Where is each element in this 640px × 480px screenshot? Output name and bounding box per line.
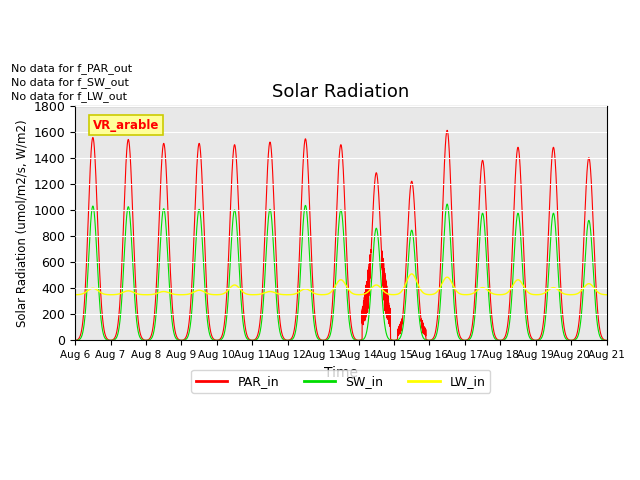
LW_in (410, 274, 418, 279)
Text: No data for f_LW_out: No data for f_LW_out (12, 91, 127, 102)
SW_in (548, 220, 556, 226)
Title: Solar Radiation: Solar Radiation (272, 83, 410, 101)
SW_in (310, 321, 318, 326)
Text: No data for f_SW_out: No data for f_SW_out (12, 77, 129, 88)
PAR_in (533, 337, 541, 343)
LW_in (603, 292, 611, 298)
PAR_in (410, 201, 418, 207)
PAR_in (603, 337, 611, 343)
Line: LW_in: LW_in (75, 274, 607, 295)
PAR_in (602, 337, 609, 343)
PAR_in (71, 337, 79, 343)
SW_in (444, 201, 451, 207)
Line: SW_in: SW_in (75, 204, 607, 340)
SW_in (410, 246, 418, 252)
Legend: PAR_in, SW_in, LW_in: PAR_in, SW_in, LW_in (191, 370, 490, 393)
Line: PAR_in: PAR_in (75, 131, 607, 340)
SW_in (602, 337, 609, 343)
PAR_in (595, 324, 603, 329)
SW_in (603, 337, 611, 343)
LW_in (548, 285, 556, 291)
LW_in (533, 292, 541, 298)
LW_in (408, 271, 415, 277)
Text: No data for f_PAR_out: No data for f_PAR_out (12, 63, 132, 74)
SW_in (71, 337, 79, 343)
SW_in (595, 332, 603, 337)
PAR_in (444, 128, 451, 133)
SW_in (533, 337, 541, 343)
LW_in (602, 292, 609, 298)
LW_in (71, 292, 79, 298)
PAR_in (310, 303, 318, 309)
Text: VR_arable: VR_arable (93, 119, 159, 132)
PAR_in (548, 157, 556, 163)
X-axis label: Time: Time (324, 366, 358, 380)
LW_in (310, 290, 318, 296)
Y-axis label: Solar Radiation (umol/m2/s, W/m2): Solar Radiation (umol/m2/s, W/m2) (15, 119, 28, 327)
LW_in (595, 290, 603, 296)
